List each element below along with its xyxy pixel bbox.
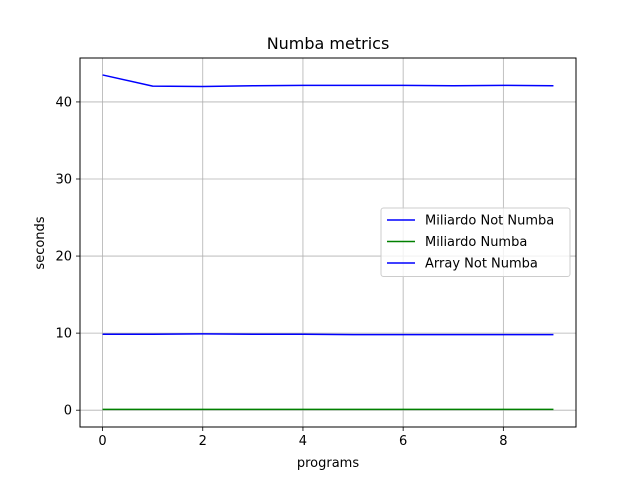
- y-tick-label: 30: [55, 172, 72, 187]
- tick-layer: 0 2 4 6 8 0 10 20 30 40: [55, 95, 507, 449]
- y-axis-label: seconds: [33, 216, 48, 269]
- x-tick-label: 8: [499, 434, 507, 449]
- series-layer: [102, 74, 554, 411]
- y-tick-label: 0: [64, 404, 72, 419]
- legend-label-2: Array Not Numba: [425, 257, 538, 272]
- x-tick-label: 2: [199, 434, 207, 449]
- chart-title: Numba metrics: [267, 34, 390, 53]
- series-line-0: [102, 74, 554, 88]
- legend-label-1: Miliardo Numba: [425, 235, 527, 250]
- legend: Miliardo Not Numba Miliardo Numba Array No…: [380, 207, 571, 277]
- x-tick-label: 4: [299, 434, 307, 449]
- series-line-2: [102, 333, 554, 336]
- x-tick-label: 6: [399, 434, 407, 449]
- y-tick-label: 20: [55, 250, 72, 265]
- x-tick-label: 0: [98, 434, 106, 449]
- y-tick-label: 40: [55, 95, 72, 110]
- legend-box: [380, 207, 571, 277]
- y-tick-label: 10: [55, 327, 72, 342]
- grid-layer: [80, 58, 576, 427]
- x-axis-label: programs: [297, 456, 359, 471]
- plot-area-frame: [79, 57, 577, 428]
- legend-label-0: Miliardo Not Numba: [425, 214, 554, 229]
